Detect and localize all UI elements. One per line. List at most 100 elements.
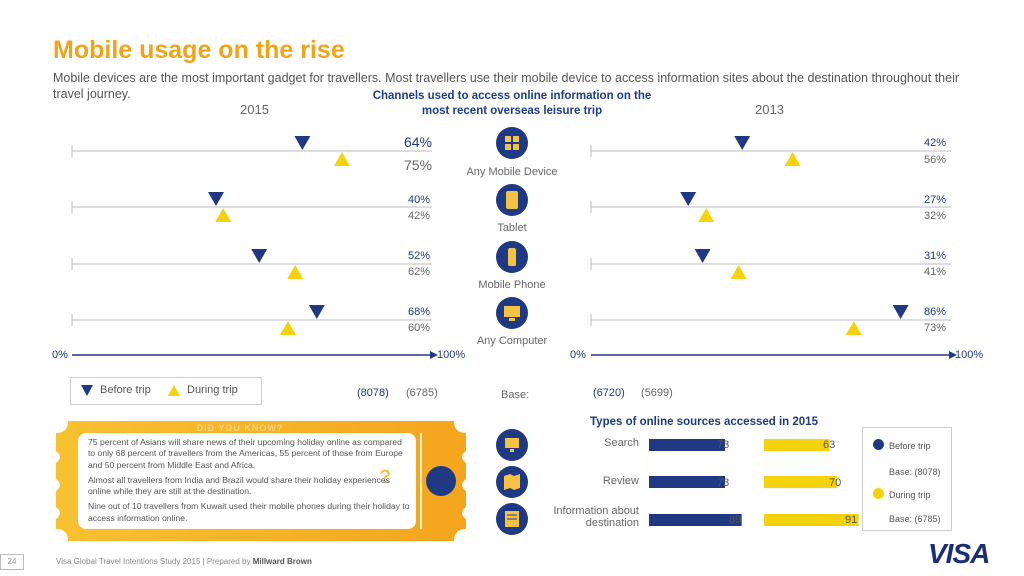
sources-legend: Before trip Base: (8078) During trip Bas… bbox=[862, 427, 952, 531]
legend-during-marker bbox=[168, 385, 180, 396]
marker-before-2013 bbox=[694, 249, 711, 263]
did-you-know-text: 75 percent of Asians will share news of … bbox=[88, 437, 410, 528]
pct-2015-tablet-during: 42% bbox=[407, 210, 430, 222]
source-value-destination-before: 89 bbox=[729, 514, 742, 526]
marker-before-2015 bbox=[294, 136, 311, 150]
sources-legend-during-dot bbox=[873, 488, 884, 499]
pct-2013-mobile-before: 42% bbox=[923, 137, 946, 149]
base-2015-before: (8078) bbox=[357, 387, 389, 399]
marker-before-2015 bbox=[308, 305, 325, 319]
footer-text: Visa Global Travel Intentions Study 2015… bbox=[56, 557, 312, 566]
sources-legend-before-base: Base: (8078) bbox=[889, 467, 941, 477]
marker-during-2013 bbox=[784, 152, 801, 166]
did-you-know-paragraph: 75 percent of Asians will share news of … bbox=[88, 437, 403, 470]
marker-during-2013 bbox=[698, 208, 715, 222]
source-label-review: Review bbox=[602, 475, 639, 487]
visa-logo: VISA bbox=[928, 538, 990, 569]
bar-during-1 bbox=[764, 476, 837, 488]
marker-during-2013 bbox=[730, 265, 747, 279]
marker-before-2015 bbox=[208, 192, 224, 206]
axis-2013-max: 100% bbox=[955, 349, 984, 361]
year-2013-label: 2013 bbox=[755, 102, 784, 117]
legend-during-label: During trip bbox=[187, 384, 238, 396]
review-icon bbox=[496, 466, 528, 498]
marker-before-2015 bbox=[251, 249, 268, 263]
source-label-search: Search bbox=[604, 437, 639, 449]
marker-during-2015 bbox=[334, 152, 350, 166]
pct-2015-computer-before: 68% bbox=[407, 306, 430, 318]
footer-study: Visa Global Travel Intentions Study 2015… bbox=[56, 557, 253, 566]
tablet-icon bbox=[496, 184, 528, 216]
pct-2013-tablet-before: 27% bbox=[923, 194, 946, 206]
channel-label-mobile-phone: Mobile Phone bbox=[478, 279, 546, 291]
pct-2015-tablet-before: 40% bbox=[407, 194, 430, 206]
source-label-destination: Information about destination bbox=[553, 505, 639, 529]
source-value-destination-during: 91 bbox=[845, 514, 858, 526]
axis-2015-min: 0% bbox=[52, 349, 68, 361]
legend-before-marker bbox=[81, 385, 93, 396]
legend: Before trip During trip bbox=[70, 377, 262, 405]
pct-2015-phone-during: 62% bbox=[407, 266, 430, 278]
did-you-know-box bbox=[56, 421, 466, 541]
marker-during-2015 bbox=[280, 321, 296, 335]
channel-label-tablet: Tablet bbox=[497, 222, 527, 234]
marker-during-2013 bbox=[845, 321, 862, 335]
destination-info-icon bbox=[496, 503, 528, 535]
marker-before-2013 bbox=[734, 136, 751, 150]
base-2013-during: (5699) bbox=[641, 387, 673, 399]
pct-2013-phone-before: 31% bbox=[923, 250, 946, 262]
legend-before-label: Before trip bbox=[100, 384, 151, 396]
bar-before-1 bbox=[649, 476, 725, 488]
sources-title: Types of online sources accessed in 2015 bbox=[590, 416, 818, 428]
question-mark-icon: ? bbox=[379, 467, 391, 488]
bar-before-2 bbox=[649, 514, 742, 526]
bar-during-2 bbox=[764, 514, 859, 526]
pct-2015-phone-before: 52% bbox=[407, 250, 430, 262]
pct-2013-mobile-during: 56% bbox=[923, 154, 946, 166]
pct-2015-mobile-before: 64% bbox=[403, 134, 432, 150]
pct-2015-mobile-during: 75% bbox=[403, 157, 432, 173]
marker-during-2015 bbox=[215, 208, 232, 222]
marker-before-2013 bbox=[680, 192, 697, 206]
marker-during-2015 bbox=[287, 265, 304, 279]
pct-2013-computer-during: 73% bbox=[923, 322, 946, 334]
pct-2013-phone-during: 41% bbox=[923, 266, 946, 278]
source-value-search-during: 63 bbox=[823, 439, 836, 451]
channel-label-any-computer: Any Computer bbox=[476, 335, 548, 347]
axis-arrow-2013 bbox=[949, 351, 957, 359]
did-you-know-paragraph: Almost all travellers from India and Bra… bbox=[88, 474, 390, 497]
axis-2013-min: 0% bbox=[570, 349, 586, 361]
sources-legend-before-dot bbox=[873, 439, 884, 450]
sources-legend-before-label: Before trip bbox=[889, 441, 931, 451]
pct-2013-tablet-during: 32% bbox=[923, 210, 946, 222]
sources-legend-during-base: Base: (6785) bbox=[889, 514, 941, 524]
year-2015-label: 2015 bbox=[240, 102, 269, 117]
pct-2013-computer-before: 86% bbox=[923, 306, 946, 318]
base-2015-during: (6785) bbox=[406, 387, 438, 399]
mobile-devices-icon bbox=[496, 127, 528, 159]
source-value-review-before: 73 bbox=[717, 477, 730, 489]
search-icon bbox=[496, 429, 528, 461]
bar-during-0 bbox=[764, 439, 830, 451]
footer-company: Millward Brown bbox=[252, 557, 312, 566]
base-label: Base: bbox=[501, 389, 530, 401]
did-you-know-title: DID YOU KNOW? bbox=[196, 423, 284, 433]
page-number: 24 bbox=[0, 554, 24, 570]
axis-2015-max: 100% bbox=[437, 349, 466, 361]
axis-arrow-2015 bbox=[430, 351, 438, 359]
pct-2015-computer-during: 60% bbox=[407, 322, 430, 334]
source-value-review-during: 70 bbox=[829, 477, 842, 489]
page-title: Mobile usage on the rise bbox=[53, 36, 345, 64]
did-you-know-paragraph: Nine out of 10 travellers from Kuwait us… bbox=[88, 501, 410, 523]
mobile-phone-icon bbox=[496, 241, 528, 273]
source-value-search-before: 73 bbox=[717, 439, 730, 451]
channel-label-any-mobile: Any Mobile Device bbox=[466, 166, 558, 178]
channels-title: Channels used to access online informati… bbox=[372, 90, 652, 117]
base-2013-before: (6720) bbox=[593, 387, 625, 399]
computer-icon bbox=[496, 297, 528, 329]
bar-before-0 bbox=[649, 439, 725, 451]
page-subtitle: Mobile devices are the most important ga… bbox=[53, 71, 960, 101]
marker-before-2013 bbox=[892, 305, 909, 319]
sources-legend-during-label: During trip bbox=[889, 490, 931, 500]
